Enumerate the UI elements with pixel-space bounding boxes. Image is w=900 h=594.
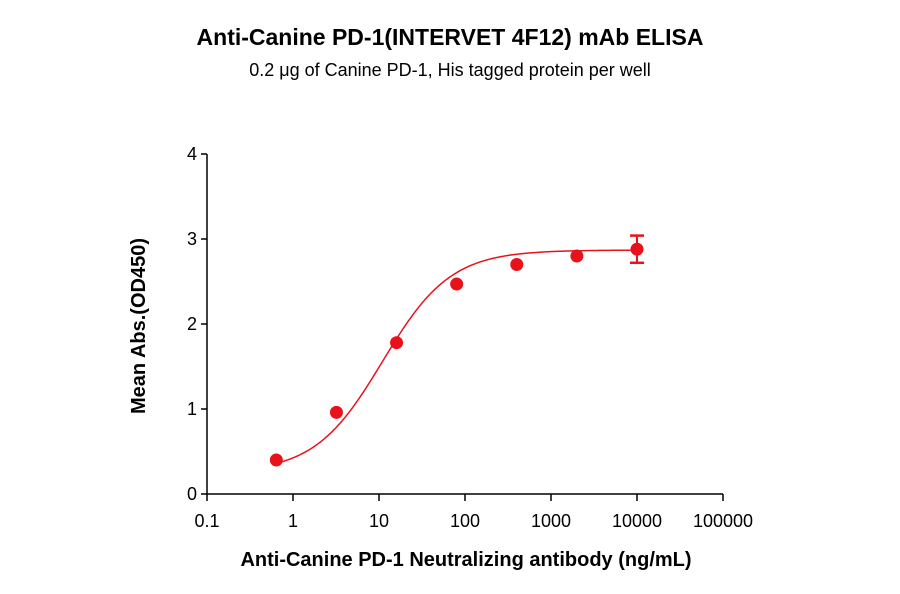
y-tick-label: 3 xyxy=(187,229,197,249)
chart-title: Anti-Canine PD-1(INTERVET 4F12) mAb ELIS… xyxy=(196,24,704,50)
y-tick-label: 1 xyxy=(187,399,197,419)
x-tick-label: 10000 xyxy=(612,511,662,531)
x-axis-title: Anti-Canine PD-1 Neutralizing antibody (… xyxy=(240,549,691,571)
data-point xyxy=(570,249,584,263)
data-points-layer xyxy=(269,234,644,467)
axes: 0 1 2 3 4 0.1 1 10 100 1000 10000 100000 xyxy=(187,144,753,531)
data-point xyxy=(510,258,524,271)
data-point xyxy=(269,453,283,467)
y-axis-title: Mean Abs.(OD450) xyxy=(128,238,150,414)
x-tick-label: 1 xyxy=(288,511,298,531)
chart-subtitle: 0.2 μg of Canine PD-1, His tagged protei… xyxy=(249,60,651,80)
data-point xyxy=(630,242,644,256)
data-point xyxy=(390,336,404,350)
x-tick-label: 100 xyxy=(450,511,480,531)
x-tick-label: 1000 xyxy=(531,511,571,531)
y-tick-label: 4 xyxy=(187,144,197,164)
data-point xyxy=(329,405,343,419)
x-tick-label: 100000 xyxy=(693,511,753,531)
y-tick-label: 0 xyxy=(187,484,197,504)
x-tick-label: 0.1 xyxy=(194,511,219,531)
x-tick-label: 10 xyxy=(369,511,389,531)
y-tick-label: 2 xyxy=(187,314,197,334)
data-point xyxy=(450,277,464,291)
